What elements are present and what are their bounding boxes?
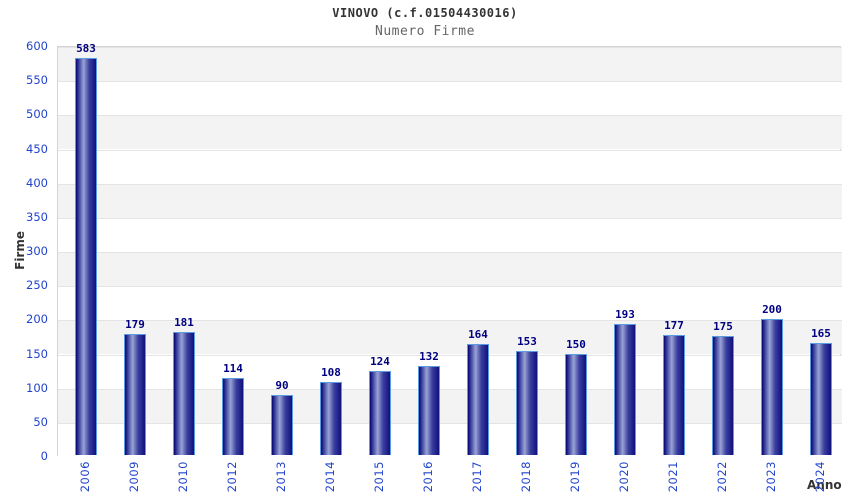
chart-subtitle: Numero Firme [375, 24, 475, 39]
y-tick-label: 350 [26, 209, 48, 224]
bar-value-label: 177 [664, 319, 684, 333]
bar-2018 [516, 351, 538, 455]
bar-value-label: 193 [615, 308, 635, 322]
x-axis-title: Anno [807, 478, 842, 492]
bar-2016 [418, 365, 440, 455]
x-tick-label: 2013 [274, 461, 288, 493]
y-tick-label: 450 [26, 141, 48, 156]
x-tick-label: 2010 [176, 461, 190, 493]
x-tick-label: 2012 [225, 461, 239, 493]
grid-band [58, 286, 842, 321]
x-tick-label: 2020 [617, 461, 631, 493]
x-tick-label: 2019 [568, 461, 582, 493]
y-tick-label: 50 [33, 414, 48, 429]
x-tick-label: 2016 [421, 461, 435, 493]
bar-value-label: 150 [566, 337, 586, 351]
x-tick-label: 2018 [519, 461, 533, 493]
bar-value-label: 108 [321, 366, 341, 380]
x-tick-label: 2015 [372, 461, 386, 493]
bar-2017 [467, 343, 489, 455]
bar-value-label: 124 [370, 355, 390, 369]
grid-band [58, 47, 842, 82]
y-tick-label: 250 [26, 278, 48, 293]
bar-value-label: 179 [125, 317, 145, 331]
bar-2010 [173, 332, 195, 455]
bar-2020 [614, 324, 636, 455]
x-tick-label: 2024 [813, 461, 827, 493]
bar-2009 [124, 333, 146, 455]
bar-value-label: 90 [275, 378, 289, 392]
y-tick-label: 500 [26, 107, 48, 122]
bar-2006 [75, 57, 97, 455]
bar-2012 [222, 378, 244, 455]
grid-band [58, 217, 842, 252]
grid-band [58, 115, 842, 150]
bar-value-label: 175 [713, 320, 733, 334]
x-tick-label: 2014 [323, 461, 337, 493]
bar-2024 [810, 343, 832, 455]
bar-2013 [271, 394, 293, 455]
y-tick-label: 150 [26, 346, 48, 361]
bar-value-label: 153 [517, 335, 537, 349]
y-tick-label: 550 [26, 73, 48, 88]
y-tick-label: 300 [26, 244, 48, 258]
bar-value-label: 200 [762, 303, 782, 317]
bar-2014 [320, 382, 342, 455]
grid-band [58, 252, 842, 287]
x-tick-label: 2006 [78, 461, 92, 493]
bar-value-label: 165 [811, 327, 831, 341]
y-tick-label: 600 [26, 39, 48, 53]
x-tick-label: 2021 [666, 461, 680, 493]
bar-2022 [712, 336, 734, 455]
x-tick-label: 2023 [764, 461, 778, 493]
bar-2015 [369, 371, 391, 455]
y-tick-label: 100 [26, 380, 48, 395]
bar-2021 [663, 335, 685, 455]
y-tick-label: 400 [26, 175, 48, 190]
x-tick-label: 2009 [127, 461, 141, 493]
bar-value-label: 132 [419, 349, 439, 363]
bar-value-label: 583 [76, 41, 96, 55]
bar-2023 [761, 319, 783, 455]
y-tick-label: 200 [26, 312, 48, 327]
bar-2019 [565, 353, 587, 455]
x-tick-label: 2022 [715, 461, 729, 493]
chart-title: VINOVO (c.f.01504430016) [332, 6, 518, 20]
bar-value-label: 181 [174, 316, 194, 330]
grid-band [58, 81, 842, 116]
grid-band [58, 183, 842, 218]
y-tick-label: 0 [40, 449, 48, 463]
x-tick-label: 2017 [470, 461, 484, 493]
bar-value-label: 114 [223, 362, 243, 376]
grid-band [58, 149, 842, 184]
bar-value-label: 164 [468, 327, 488, 341]
